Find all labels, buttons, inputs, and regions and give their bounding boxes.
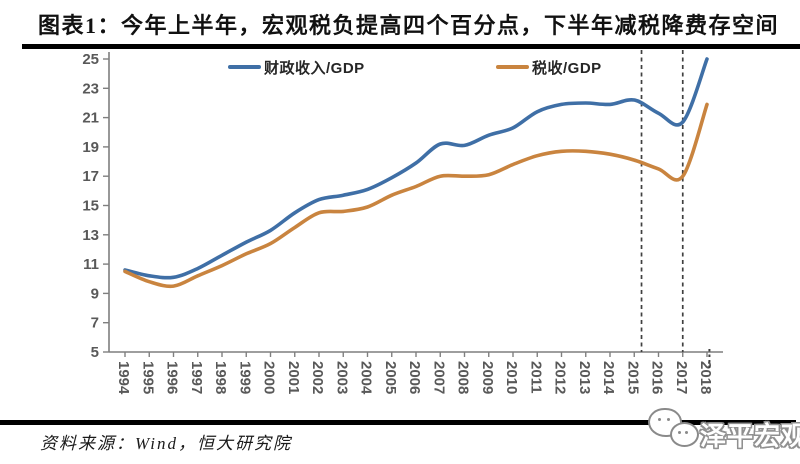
x-tick-label: 2001	[285, 361, 302, 394]
y-tick-label: 25	[82, 51, 99, 68]
x-tick-label: 2006	[406, 361, 423, 394]
x-tick-label: 2009	[479, 361, 496, 394]
x-tick-label: 1996	[164, 361, 181, 394]
x-tick-label: 2003	[333, 361, 350, 394]
legend-item-tax-revenue: 税收/GDP	[496, 58, 602, 77]
tax-line-sample	[496, 65, 529, 69]
x-tick-label: 2007	[430, 361, 447, 394]
x-tick-label: 2016	[649, 361, 666, 394]
logo-text: 泽平宏观	[700, 421, 800, 451]
x-tick-label: 1995	[139, 361, 156, 394]
line-chart-canvas: 5 7 9 11 13 15 17 19 21 23 25 1994 1995 1996 1997 1998 1…	[82, 50, 723, 395]
fiscal-line-sample	[228, 65, 261, 69]
footer-divider-rule	[0, 420, 796, 425]
y-tick-label: 11	[83, 256, 99, 273]
x-tick-label: 2005	[382, 361, 399, 394]
x-tick-label: 2018	[697, 361, 714, 394]
zeping-macro-logo: 泽平宏观	[644, 404, 800, 456]
x-tick-label: 2010	[503, 361, 520, 394]
chart-title: 图表1：今年上半年，宏观税负提高四个百分点，下半年减税降费存空间	[38, 13, 780, 38]
x-tick-label: 2011	[527, 361, 544, 394]
x-tick-label: 1999	[236, 361, 253, 394]
y-tick-label: 21	[82, 110, 99, 127]
legend-label-tax: 税收/GDP	[532, 59, 602, 77]
y-tick-label: 19	[82, 139, 99, 156]
x-tick-label: 2013	[576, 361, 593, 394]
y-tick-label: 9	[91, 285, 99, 302]
x-tick-label: 2015	[624, 361, 641, 394]
x-tick-label: 2014	[600, 361, 617, 395]
y-tick-label: 13	[82, 227, 99, 244]
fiscal-revenue-gdp-line	[123, 57, 709, 280]
x-tick-label: 2012	[552, 361, 569, 394]
x-tick-label: 1998	[212, 361, 229, 394]
legend-item-fiscal-revenue: 财政收入/GDP	[228, 58, 365, 77]
x-tick-label: 2002	[309, 361, 326, 394]
x-tick-label: 2017	[673, 361, 690, 394]
wechat-chat-bubble-small-icon	[670, 422, 699, 447]
title-divider-rule	[22, 44, 800, 49]
x-tick-label: 1994	[115, 361, 132, 395]
y-tick-label: 5	[91, 344, 99, 361]
x-tick-label: 2008	[455, 361, 472, 394]
tax-gdp-line	[123, 102, 709, 289]
y-tick-label: 7	[91, 315, 99, 332]
y-tick-label: 17	[82, 168, 99, 185]
x-tick-label: 1997	[188, 361, 205, 394]
legend-label-fiscal: 财政收入/GDP	[264, 59, 365, 77]
x-tick-label: 2000	[261, 361, 278, 394]
wechat-chat-bubbles-icon	[648, 408, 682, 437]
y-tick-label: 23	[82, 80, 99, 97]
x-tick-label: 2004	[358, 361, 375, 395]
y-tick-label: 15	[82, 198, 99, 215]
source-note: 资料来源：Wind，恒大研究院	[40, 434, 292, 453]
